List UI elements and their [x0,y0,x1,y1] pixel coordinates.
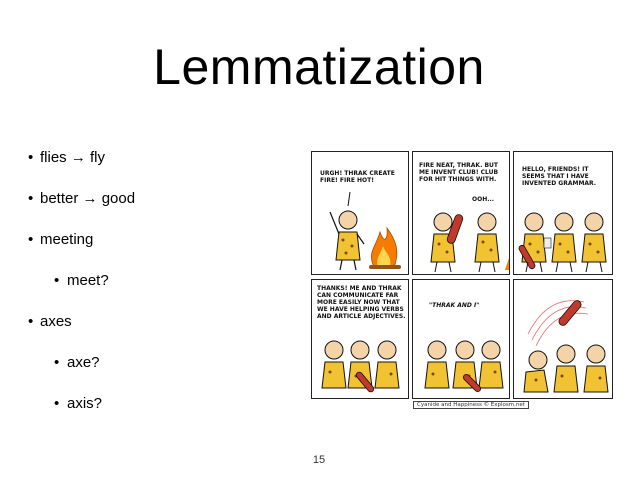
comic-panel-1: URGH! THRAK CREATE FIRE! FIRE HOT! [311,151,409,275]
caveman-fire-illustration [329,191,401,271]
caveman-hit-illustration [523,300,609,393]
bullet-text: meet? [67,272,109,289]
cavemen-thrak-illustration [424,340,504,393]
cavemen-club-illustration [430,212,509,273]
comic-credit: Cyanide and Happiness © Explosm.net [413,401,529,409]
bullet-item: • axes [28,312,135,332]
comic-panel-4: THANKS! ME AND THRAK CAN COMMUNICATE FAR… [311,279,409,399]
bullet-list: • flies → fly • better → good • meeting • me… [28,148,136,435]
comic-caption: HELLO, FRIENDS! IT SEEMS THAT I HAVE INV… [522,166,597,187]
comic-caption: "THRAK AND I" [429,302,480,309]
comic-strip: URGH! THRAK CREATE FIRE! FIRE HOT! FIRE … [311,151,613,409]
bullet-item: • flies → fly [28,148,135,168]
bullet-dot-icon: • [28,231,34,248]
comic-caption: THANKS! ME AND THRAK CAN COMMUNICATE FAR… [317,285,406,320]
comic-panel-2: FIRE NEAT, THRAK. BUT ME INVENT CLUB! CL… [412,151,510,275]
comic-panel-6 [513,279,613,399]
comic-caption: FIRE NEAT, THRAK. BUT ME INVENT CLUB! CL… [419,162,499,183]
bullet-dot-icon: • [28,190,34,207]
comic-caption: URGH! THRAK CREATE FIRE! FIRE HOT! [320,170,395,184]
bullet-dot-icon: • [54,272,60,289]
bullet-dot-icon: • [28,149,34,166]
bullet-dot-icon: • [54,354,60,371]
bullet-text: flies → fly [40,149,106,166]
bullet-text: meeting [40,231,94,248]
page-number: 15 [312,454,326,466]
comic-reply: OOH... [472,196,495,203]
sub-bullet-item: • meet? [40,271,135,291]
sub-bullet-item: • axe? [40,353,135,373]
bullet-item: • meeting [28,230,135,250]
comic-panel-5: "THRAK AND I" [412,279,510,399]
cavemen-thanks-illustration [321,340,400,393]
comic-panel-3: HELLO, FRIENDS! IT SEEMS THAT I HAVE INV… [513,151,613,275]
bullet-text: axis? [67,395,103,412]
bullet-dot-icon: • [28,313,34,330]
cavemen-grammar-illustration [518,212,607,273]
bullet-text: axe? [67,354,100,371]
bullet-text: axes [40,313,72,330]
sub-bullet-item: • axis? [40,394,135,414]
slide-title: Lemmatization [153,39,485,95]
bullet-item: • better → good [28,189,136,209]
bullet-dot-icon: • [54,395,60,412]
bullet-text: better → good [40,190,136,207]
